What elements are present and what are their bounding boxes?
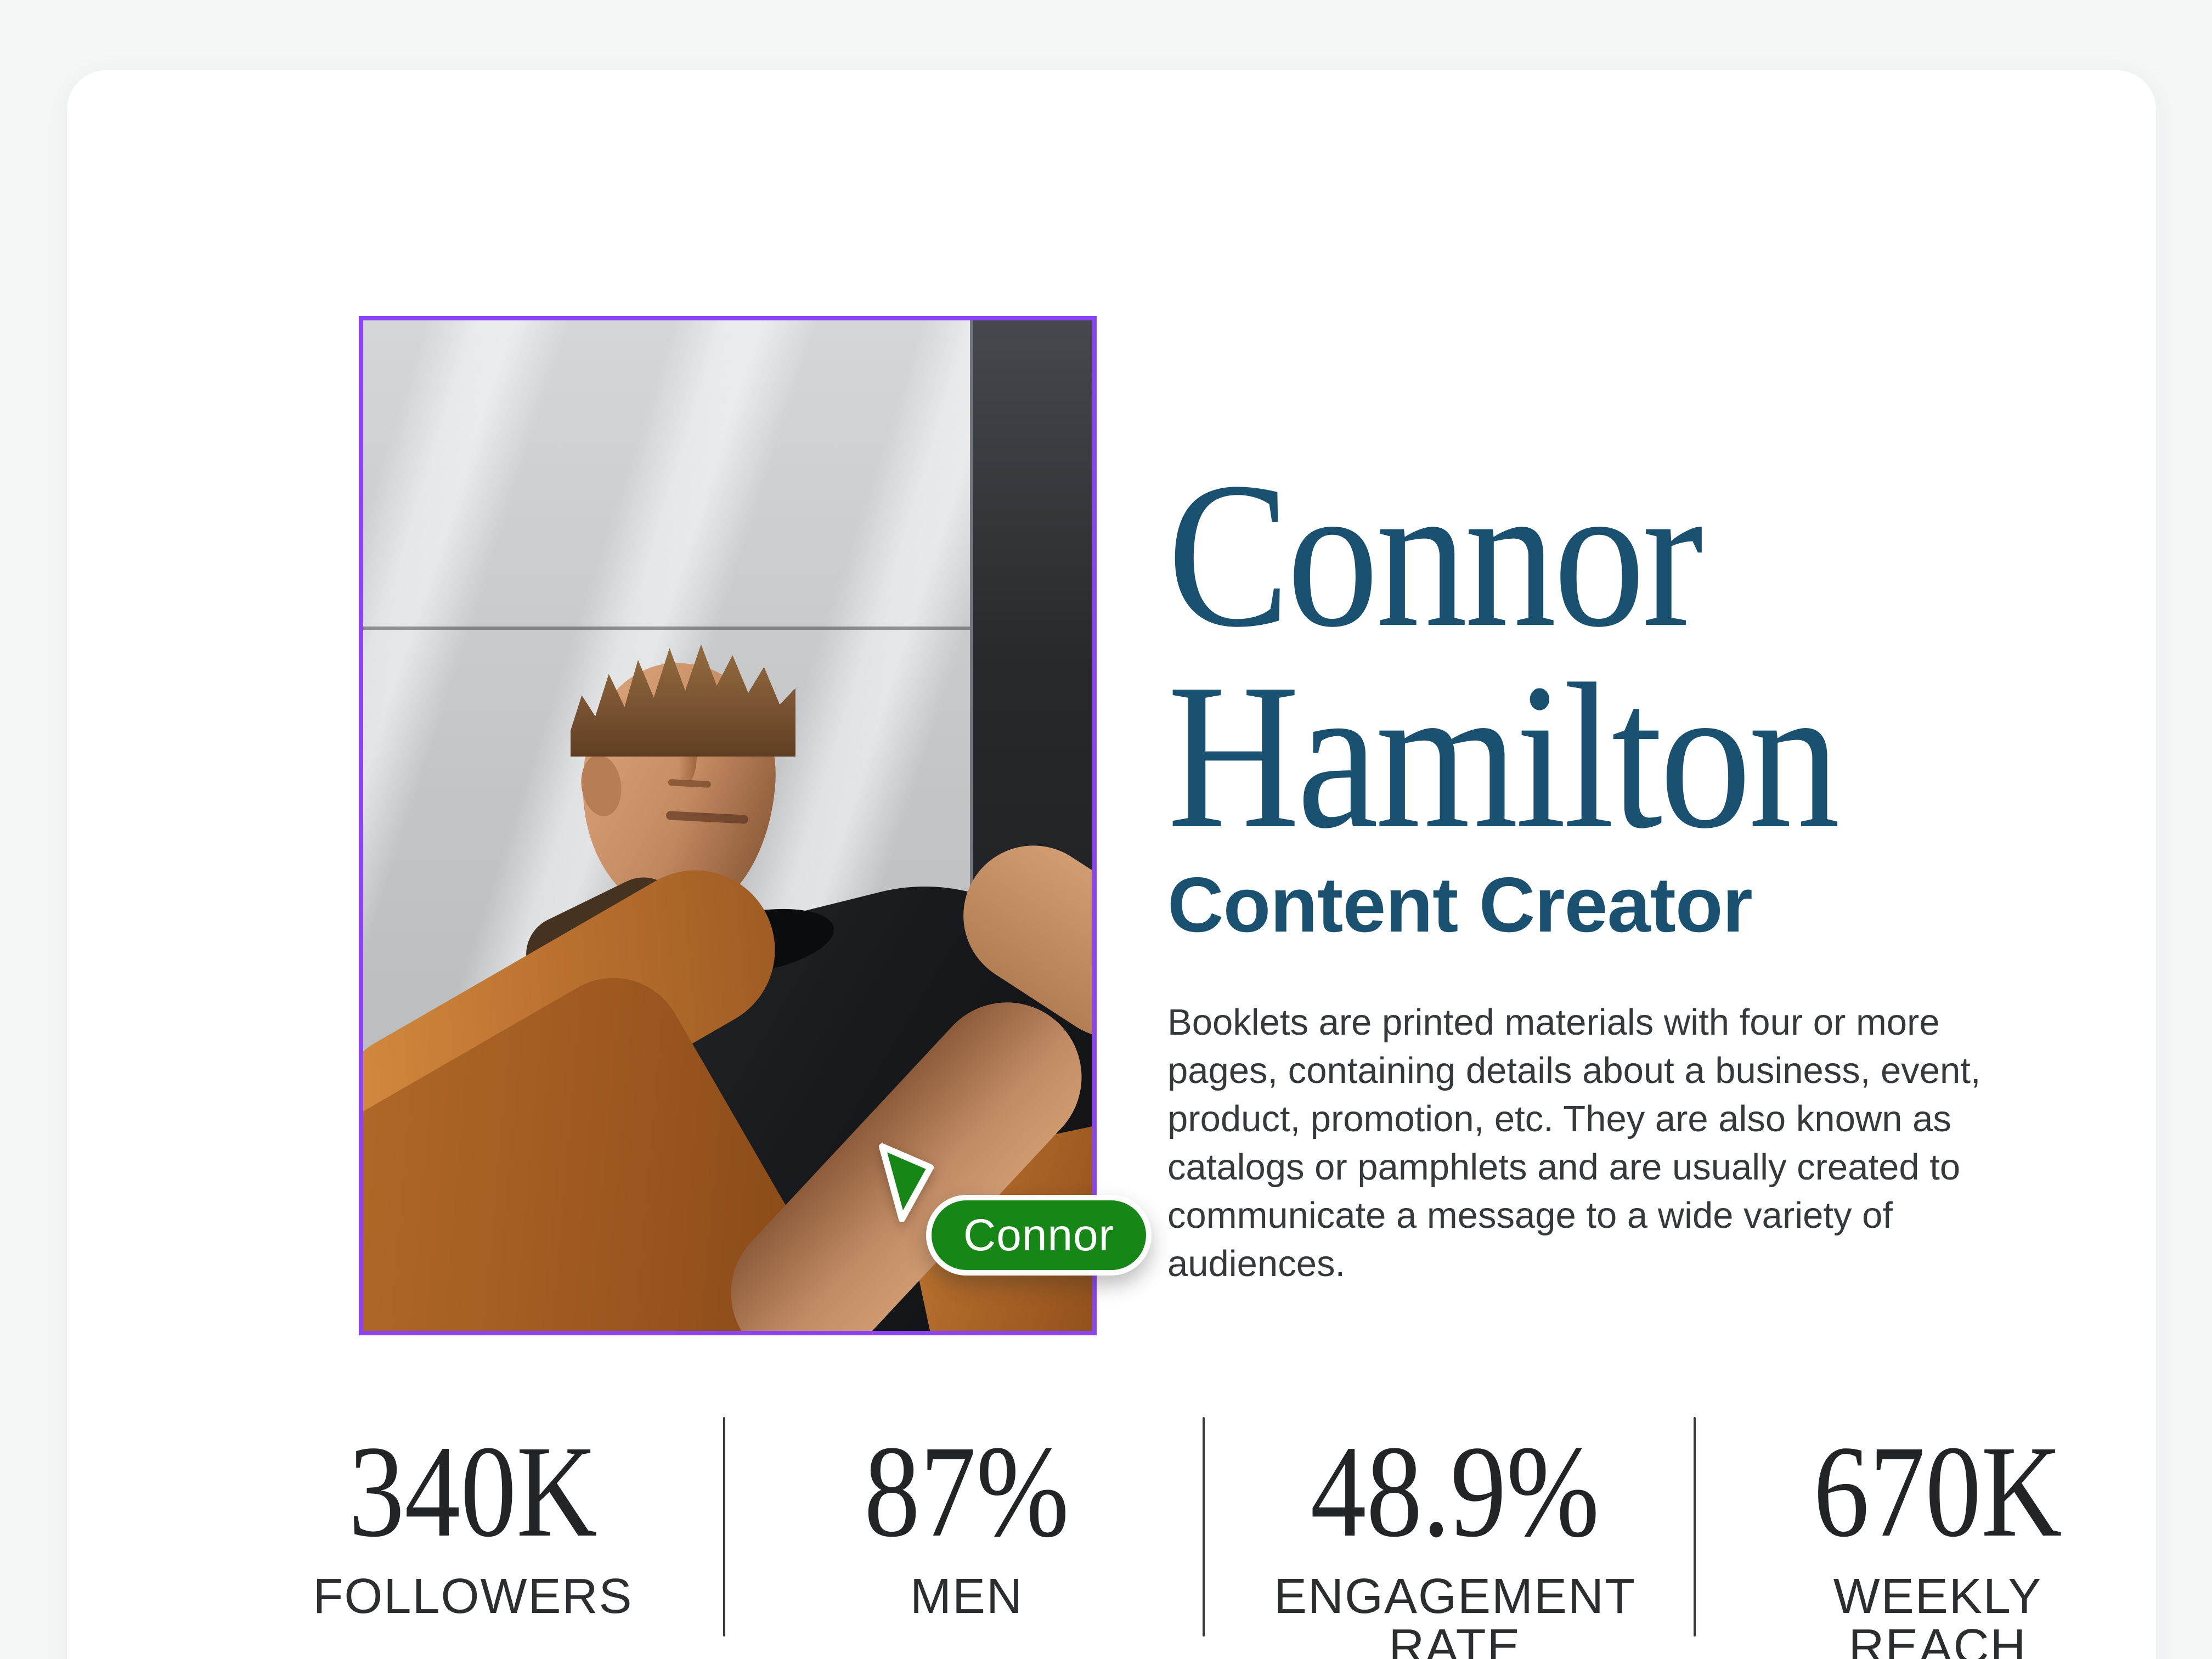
stat-value: 48.9%: [1310, 1418, 1600, 1564]
stat-men[interactable]: 87% MEN: [769, 1425, 1164, 1622]
profile-role[interactable]: Content Creator: [1167, 861, 1753, 949]
profile-name[interactable]: Connor Hamilton: [1167, 439, 1840, 872]
profile-photo[interactable]: [359, 316, 1097, 1335]
stat-divider: [723, 1417, 725, 1637]
stat-followers[interactable]: 340K FOLLOWERS: [275, 1425, 670, 1622]
collaborator-label: Connor: [926, 1195, 1152, 1276]
stat-label: ENGAGEMENT RATE: [1273, 1569, 1637, 1659]
photo-wall-seam: [363, 627, 978, 630]
stat-value: 87%: [864, 1418, 1069, 1564]
stat-divider: [1694, 1417, 1696, 1637]
collaborator-name: Connor: [963, 1210, 1114, 1260]
collaborator-cursor-icon: [879, 1143, 934, 1222]
stat-value: 340K: [348, 1418, 597, 1564]
stat-engagement-rate[interactable]: 48.9% ENGAGEMENT RATE: [1257, 1425, 1652, 1659]
profile-card[interactable]: Connor Hamilton Content Creator Booklets…: [67, 70, 2156, 1659]
stat-label: WEEKLY REACH: [1833, 1569, 2042, 1659]
stat-value: 670K: [1813, 1418, 2062, 1564]
stat-divider: [1203, 1417, 1205, 1637]
photo-scene: [363, 320, 1092, 1331]
profile-bio[interactable]: Booklets are printed materials with four…: [1167, 1002, 1981, 1284]
stat-weekly-reach[interactable]: 670K WEEKLY REACH: [1740, 1425, 2135, 1659]
stat-label: MEN: [910, 1569, 1023, 1624]
stat-label: FOLLOWERS: [313, 1569, 633, 1624]
